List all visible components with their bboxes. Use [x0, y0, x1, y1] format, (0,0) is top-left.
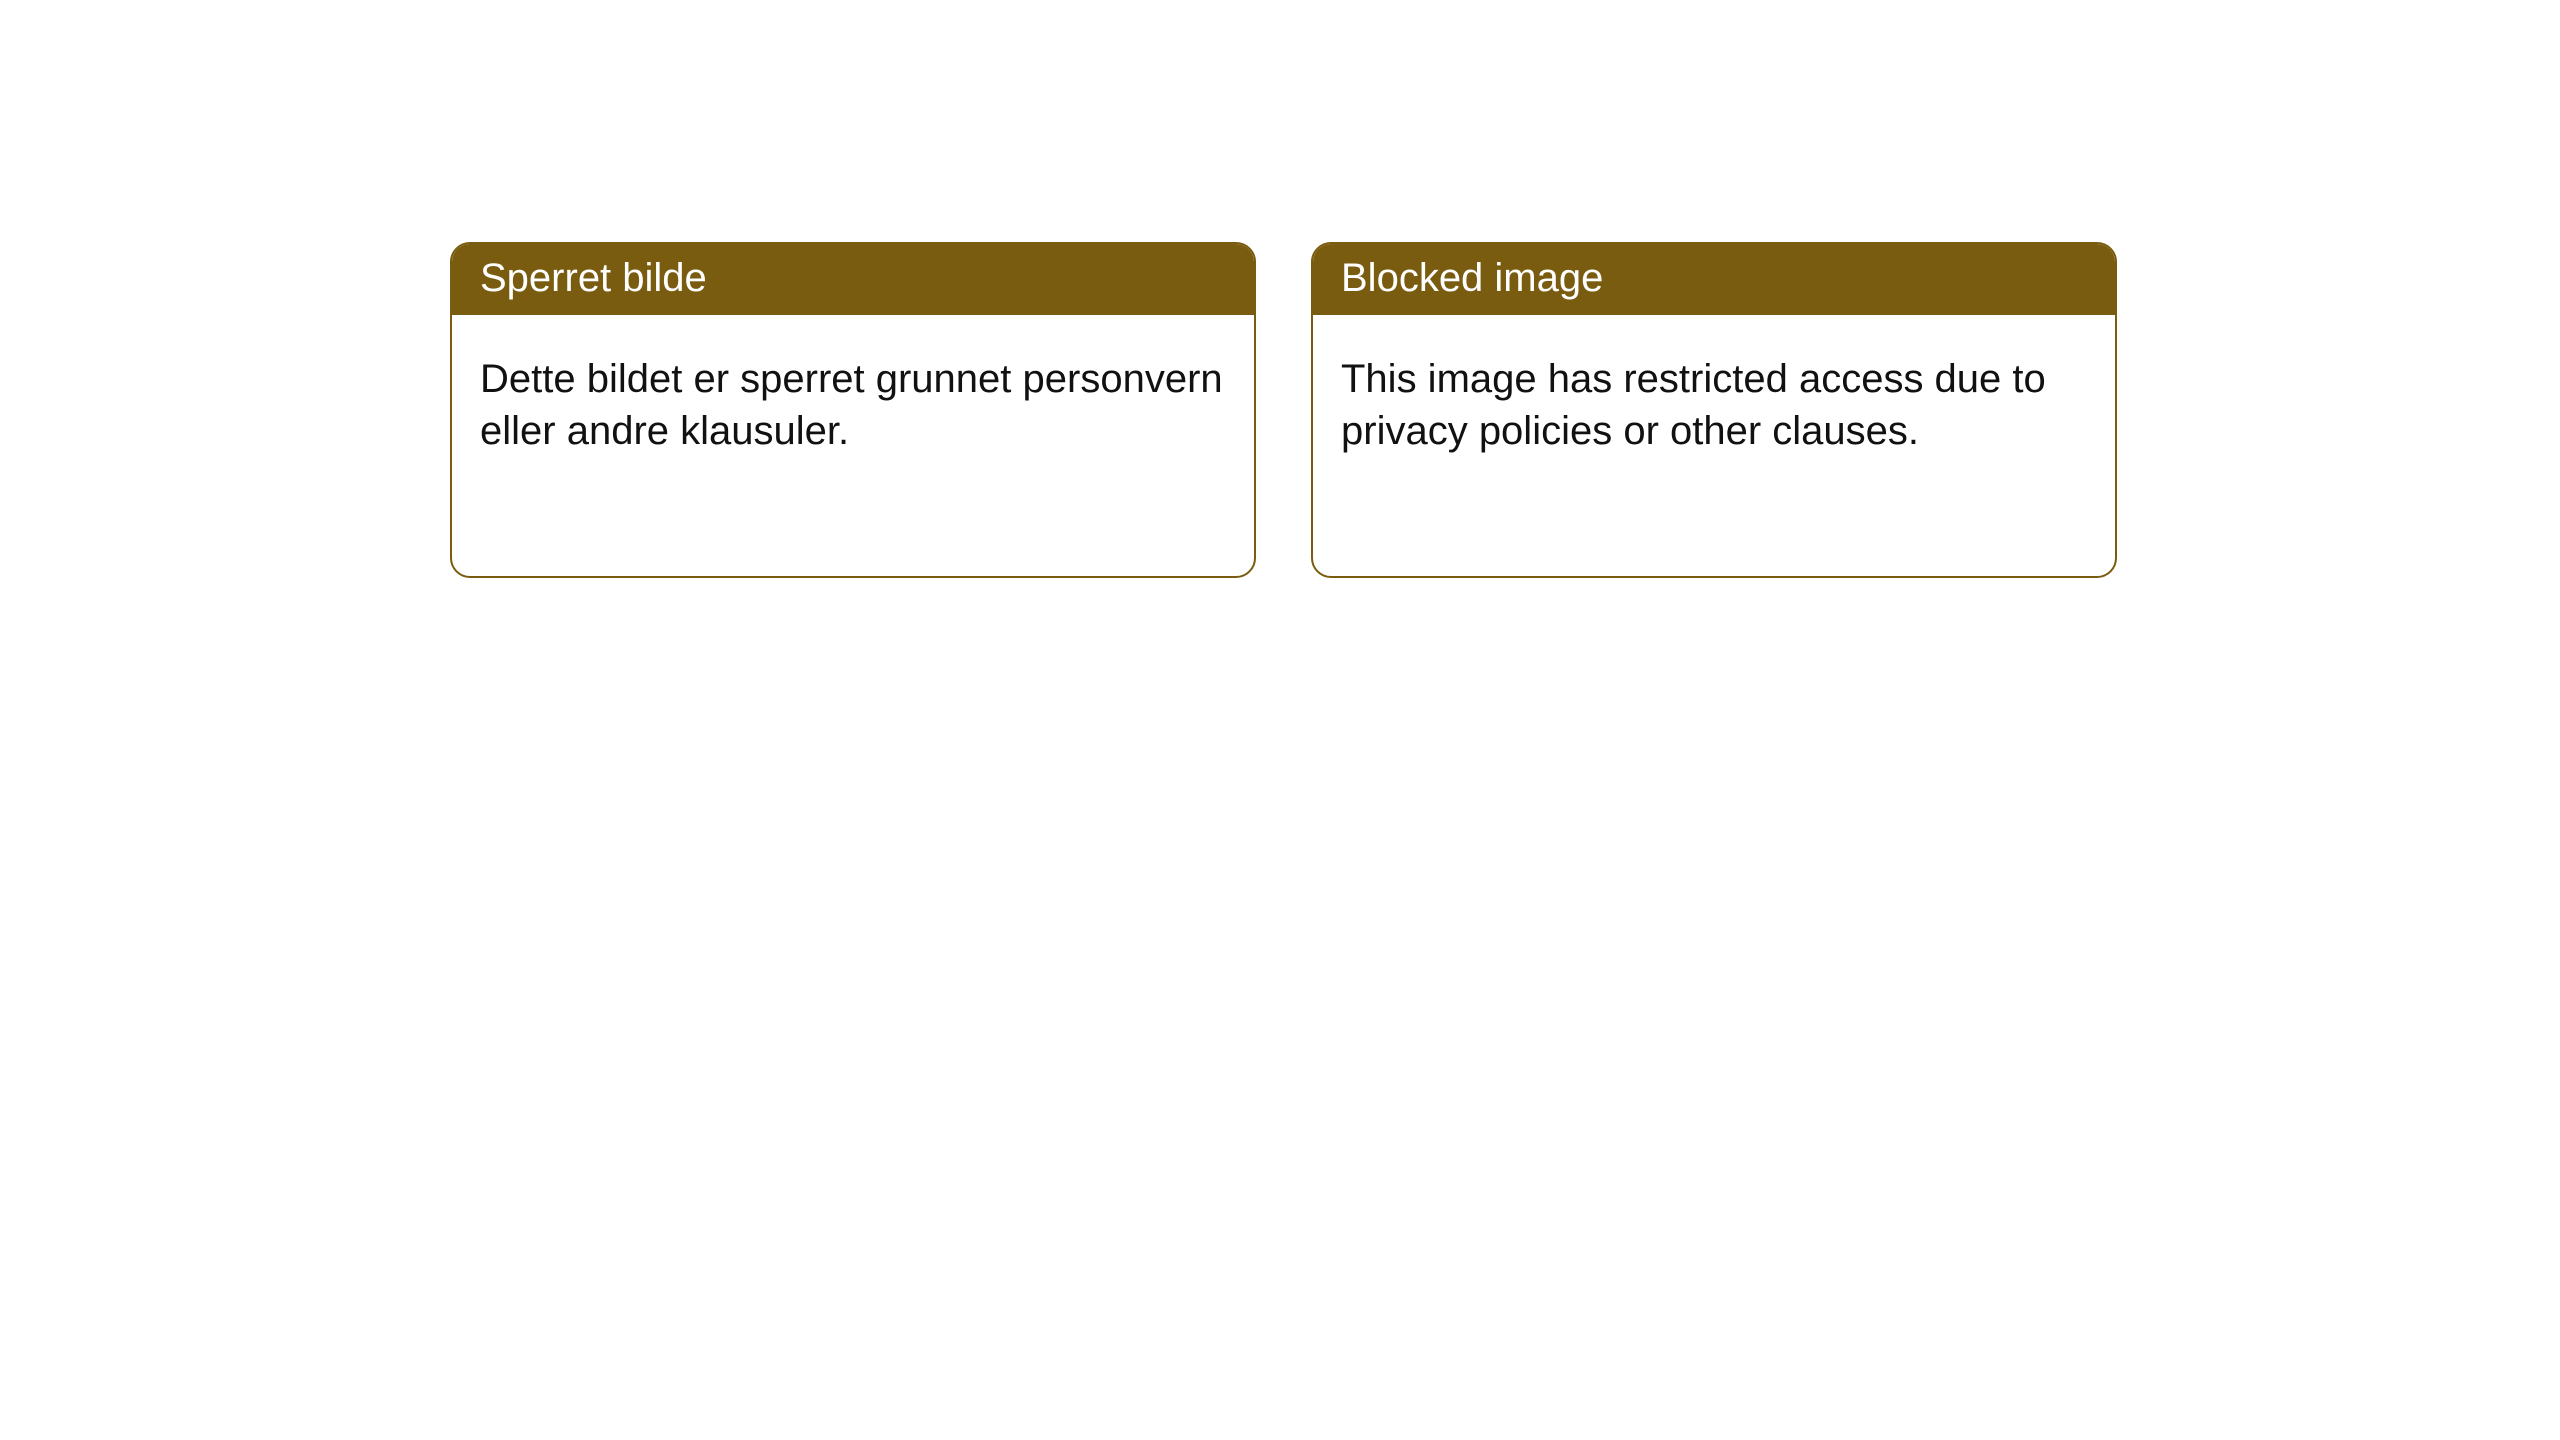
cards-container: Sperret bilde Dette bildet er sperret gr…: [450, 242, 2560, 578]
card-blocked-english: Blocked image This image has restricted …: [1311, 242, 2117, 578]
card-blocked-norwegian: Sperret bilde Dette bildet er sperret gr…: [450, 242, 1256, 578]
card-header-english: Blocked image: [1313, 244, 2115, 315]
card-body-norwegian: Dette bildet er sperret grunnet personve…: [452, 315, 1254, 485]
card-body-english: This image has restricted access due to …: [1313, 315, 2115, 485]
card-header-norwegian: Sperret bilde: [452, 244, 1254, 315]
